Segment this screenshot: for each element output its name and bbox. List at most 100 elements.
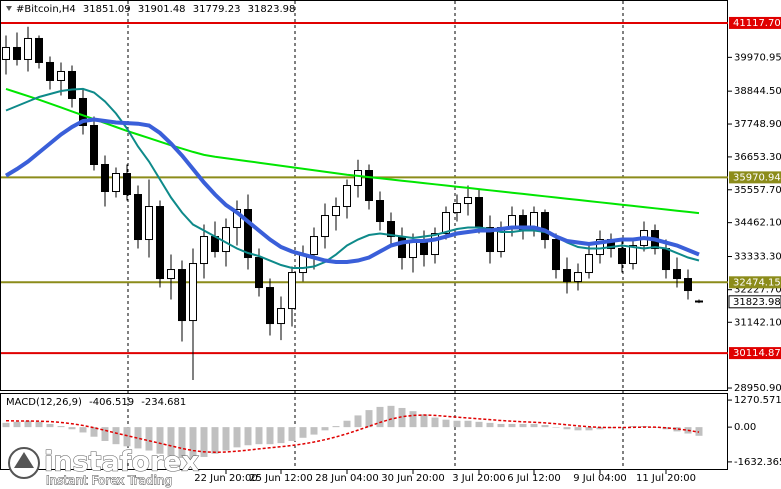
- macd-bar: [343, 420, 351, 428]
- candle-body: [255, 257, 263, 289]
- candle-body: [321, 215, 329, 238]
- macd-bar: [266, 427, 274, 445]
- candle-body: [398, 236, 406, 259]
- macd-frame: [0, 393, 728, 470]
- x-tick-label: 25 Jun 12:00: [249, 473, 313, 484]
- level-label: 30114.87: [733, 348, 781, 359]
- candle-body: [431, 233, 439, 256]
- signal-value: -234.681: [141, 397, 186, 408]
- candle-body: [442, 212, 450, 235]
- y-tick-label: 35557.70: [734, 185, 781, 196]
- macd-bar: [409, 411, 417, 428]
- y-tick-label: 34462.10: [734, 218, 781, 229]
- candle-body: [244, 209, 252, 259]
- moving-average: [4, 117, 700, 265]
- candle-body: [233, 209, 241, 229]
- candle-body: [596, 239, 604, 256]
- moving-average: [5, 87, 700, 215]
- y-tick-label: 32227.70: [734, 285, 781, 296]
- macd-bar: [178, 427, 186, 459]
- low-value: 31779.23: [193, 4, 241, 15]
- macd-value: -406.519: [89, 397, 134, 408]
- macd-bar: [607, 427, 615, 429]
- candle-body: [563, 269, 571, 283]
- macd-bar: [519, 423, 527, 428]
- candle-body: [112, 173, 120, 193]
- macd-y-tick-label: 0.00: [734, 422, 756, 433]
- macd-bar: [354, 415, 362, 428]
- candle-body: [2, 46, 10, 60]
- chart-header: #Bitcoin,H4 31851.09 31901.48 31779.23 3…: [16, 4, 295, 15]
- level-label: 32474.15: [733, 277, 781, 288]
- macd-bar: [332, 426, 340, 428]
- macd-bar: [464, 420, 472, 428]
- macd-bar: [365, 410, 373, 428]
- candle-body: [354, 170, 362, 187]
- candle-body: [684, 278, 692, 292]
- level-label-bg: [729, 276, 781, 289]
- macd-y-tick-label: -1632.365: [734, 457, 781, 468]
- macd-bar: [618, 427, 626, 428]
- macd-bar: [123, 427, 131, 447]
- menu-icon: [6, 6, 12, 11]
- macd-y-tick-label: 1270.571: [734, 395, 781, 406]
- candle-body: [123, 173, 131, 196]
- x-tick-label: 6 Jul 12:00: [507, 473, 561, 484]
- x-tick-label: 28 Jun 04:00: [315, 473, 379, 484]
- candle-body: [695, 300, 703, 303]
- y-tick-label: 28950.90: [734, 383, 781, 394]
- macd-bar: [508, 423, 516, 428]
- level-label: 35970.94: [733, 172, 781, 183]
- macd-bar: [112, 427, 120, 445]
- macd-bar: [387, 405, 395, 428]
- candle-body: [266, 287, 274, 325]
- macd-title: MACD(12,26,9): [6, 397, 82, 408]
- macd-bar: [145, 427, 153, 451]
- macd-bar: [13, 421, 21, 428]
- level-label-bg: [729, 347, 781, 360]
- candle-body: [222, 227, 230, 253]
- y-tick-label: 31142.10: [734, 317, 781, 328]
- candle-body: [24, 37, 32, 60]
- candle-body: [167, 269, 175, 280]
- candle-body: [156, 206, 164, 280]
- macd-bar: [497, 423, 505, 428]
- logo-mark: [14, 452, 34, 468]
- macd-bar: [233, 427, 241, 448]
- candle-body: [453, 203, 461, 214]
- candle-body: [46, 61, 54, 81]
- macd-bar: [376, 406, 384, 428]
- macd-bar: [288, 427, 296, 441]
- candle-body: [365, 170, 373, 202]
- macd-bar: [442, 419, 450, 428]
- macd-bar: [321, 427, 329, 431]
- macd-bar: [596, 427, 604, 430]
- candle-body: [475, 197, 483, 229]
- candle-body: [200, 236, 208, 265]
- open-value: 31851.09: [83, 4, 131, 15]
- candle-body: [376, 200, 384, 223]
- y-tick-label: 36653.30: [734, 152, 781, 163]
- candle-body: [552, 239, 560, 271]
- y-tick-label: 37748.90: [734, 119, 781, 130]
- candle-body: [343, 185, 351, 208]
- macd-bar: [563, 427, 571, 430]
- plot: [1, 21, 728, 460]
- y-tick-label: 33333.30: [734, 252, 781, 263]
- macd-bar: [57, 426, 65, 428]
- macd-bar: [156, 427, 164, 454]
- price-label-bg: [728, 295, 781, 309]
- macd-signal: [5, 414, 700, 454]
- macd-bar: [167, 427, 175, 456]
- candle-body: [486, 227, 494, 253]
- chart-title: #Bitcoin,H4: [16, 4, 76, 15]
- candle-body: [618, 248, 626, 265]
- macd-bar: [200, 427, 208, 457]
- x-tick-label: 3 Jul 20:00: [452, 473, 506, 484]
- macd-bar: [420, 414, 428, 428]
- candle-body: [145, 206, 153, 241]
- candle-body: [134, 194, 142, 241]
- x-tick-label: 30 Jun 20:00: [381, 473, 445, 484]
- candle-body: [332, 206, 340, 217]
